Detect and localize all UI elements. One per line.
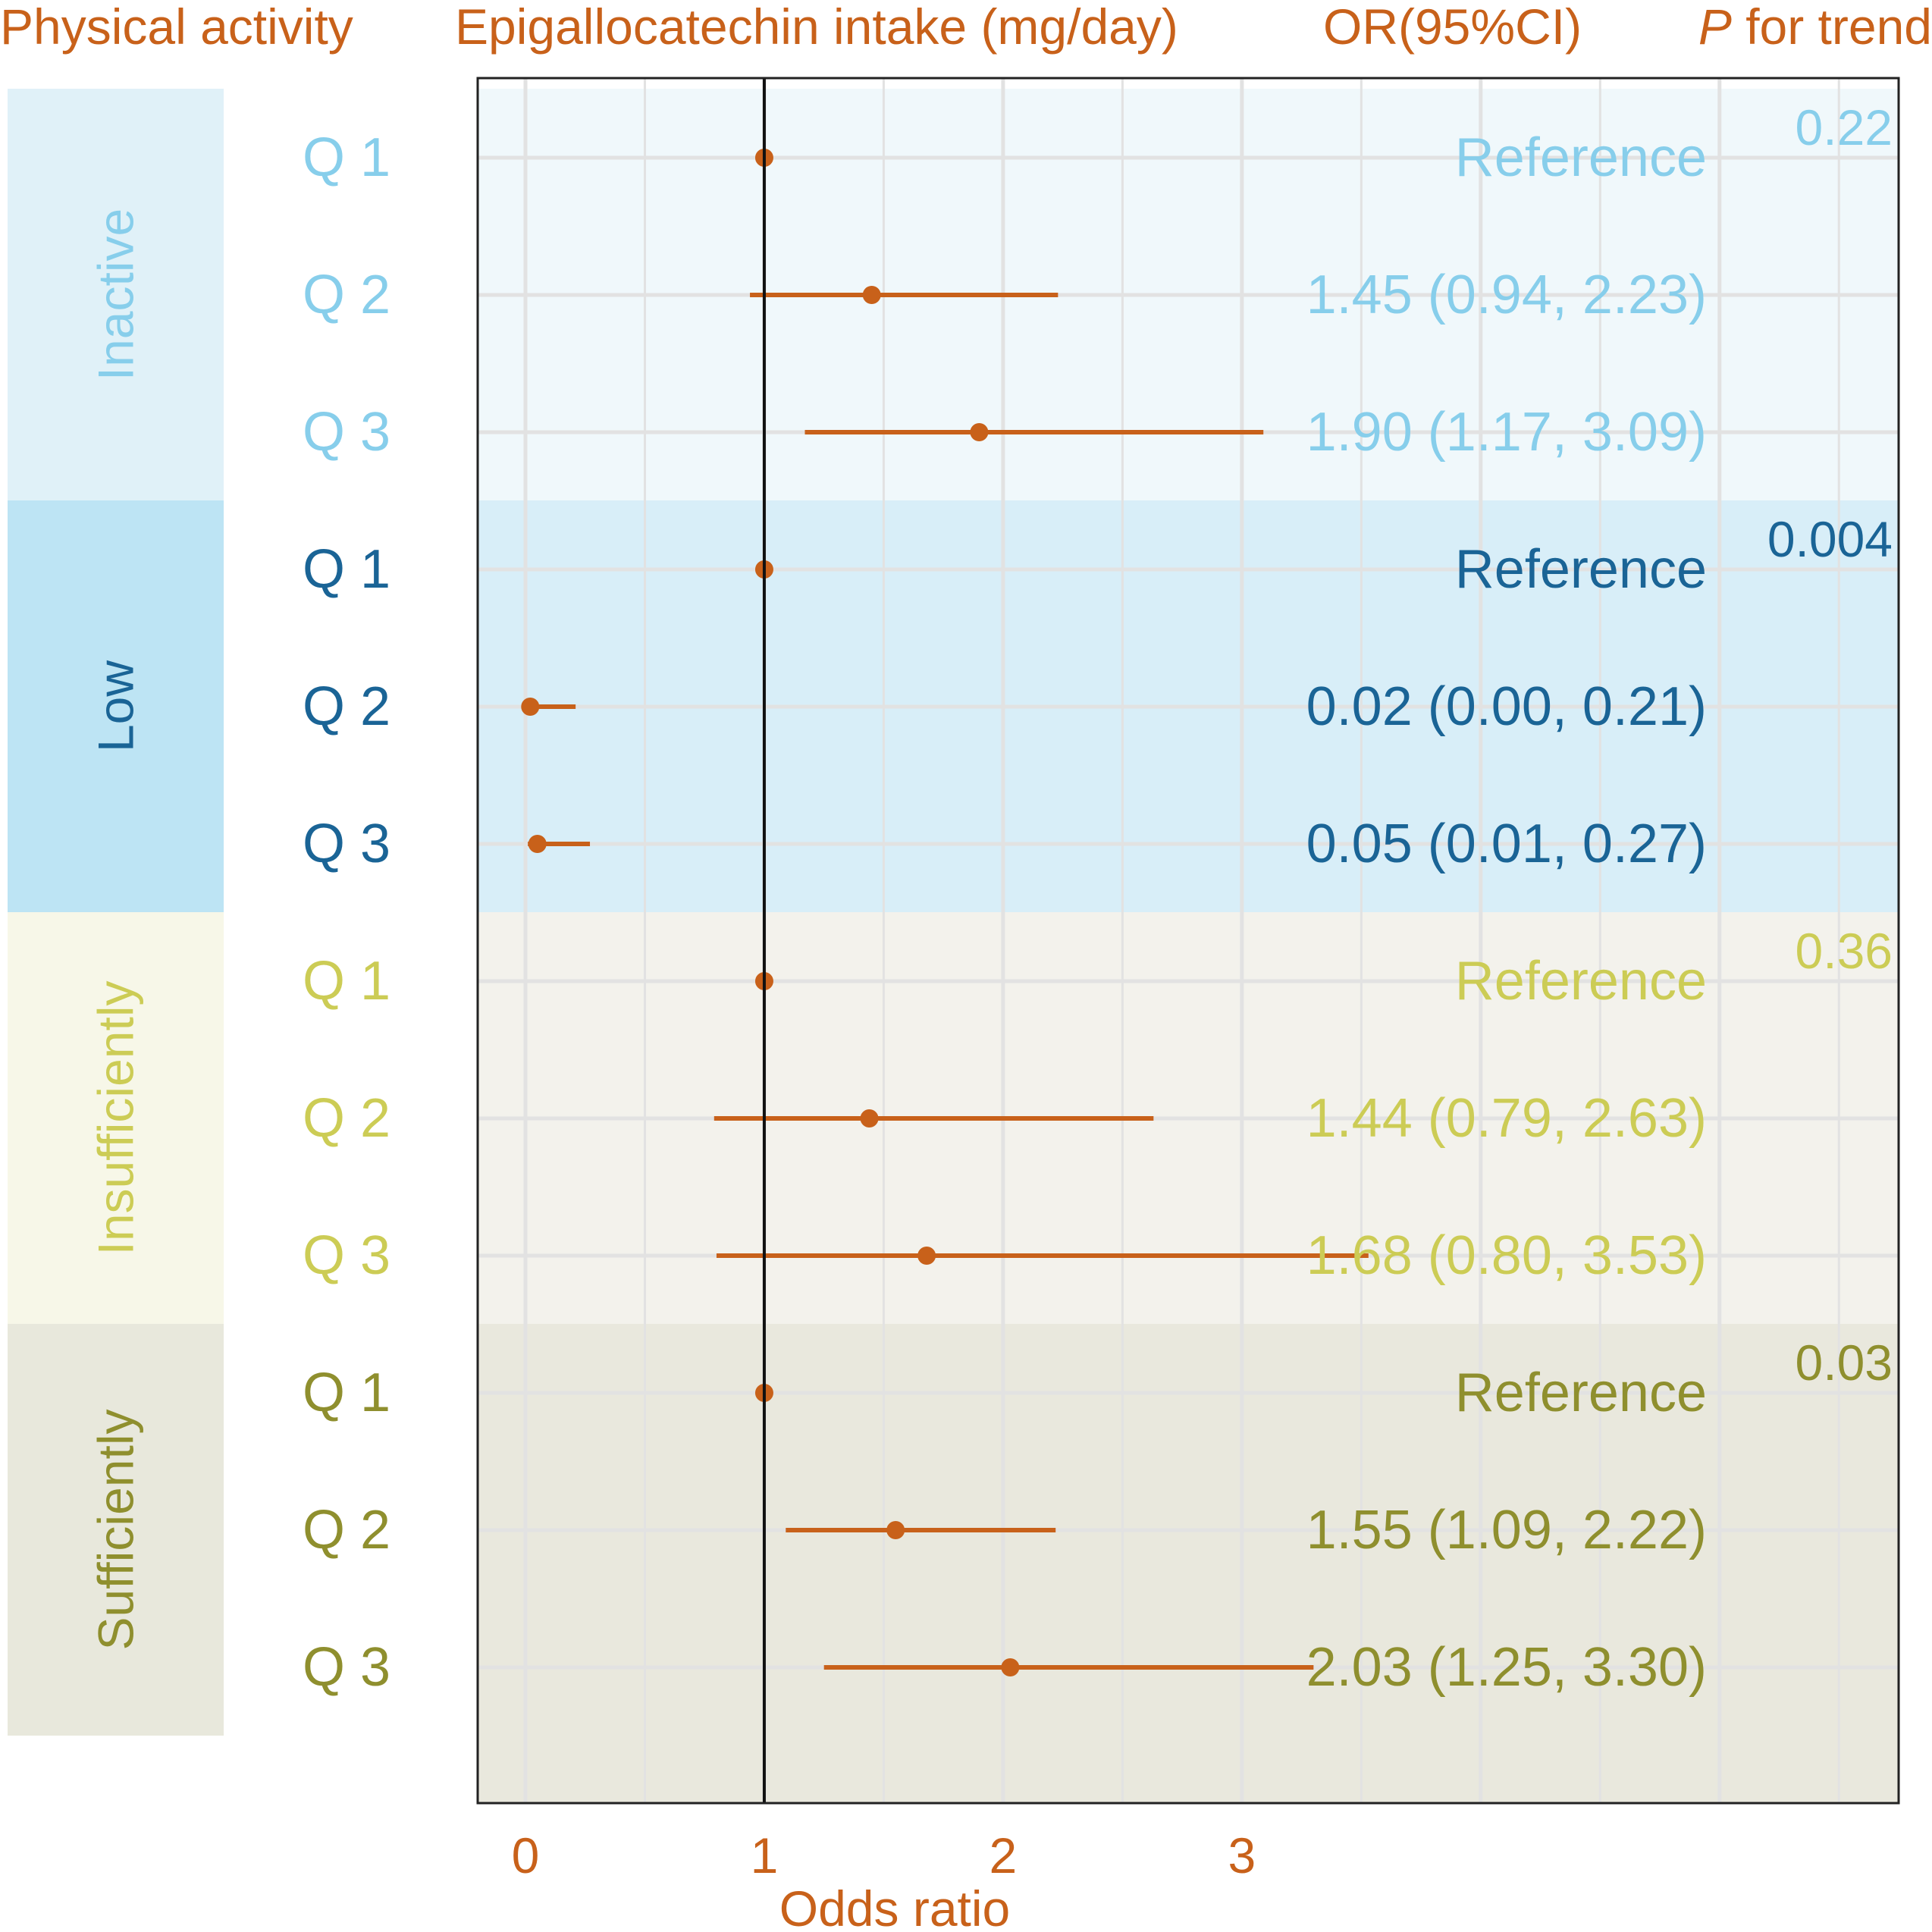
or-point (862, 286, 881, 304)
or-ci-text: 1.55 (1.09, 2.22) (1306, 1500, 1707, 1560)
quantile-label: Q 2 (303, 265, 390, 325)
header-p-trend: P for trend (1698, 0, 1932, 55)
p-trend-value: 0.03 (1796, 1335, 1893, 1391)
reference-text: Reference (1455, 127, 1707, 188)
x-tick-label: 3 (1228, 1827, 1256, 1883)
p-trend-value: 0.004 (1767, 511, 1893, 567)
quantile-label: Q 2 (303, 1500, 390, 1560)
or-point (886, 1521, 905, 1539)
quantile-label: Q 1 (303, 539, 390, 600)
or-ci-text: 0.05 (0.01, 0.27) (1306, 814, 1707, 874)
group-label: Insufficiently (88, 981, 144, 1256)
reference-text: Reference (1455, 539, 1707, 600)
group-panel-bg (478, 1324, 1899, 1803)
header-physical-activity: Physical activity (0, 0, 353, 55)
or-point (1001, 1658, 1020, 1676)
quantile-label: Q 1 (303, 1363, 390, 1423)
group-band (8, 1324, 224, 1736)
quantile-label: Q 3 (303, 402, 390, 463)
estimates (476, 77, 1900, 1805)
or-ci-text: 0.02 (0.00, 0.21) (1306, 676, 1707, 737)
quantile-label: Q 1 (303, 127, 390, 188)
x-tick-label: 2 (990, 1827, 1018, 1883)
or-point (521, 698, 540, 716)
group-band (8, 89, 224, 500)
column-headers: Physical activity Epigallocatechin intak… (0, 0, 1932, 55)
reference-text: Reference (1455, 1363, 1707, 1423)
quantile-label: Q 2 (303, 676, 390, 737)
row-labels: Inactive 0.22 Q 1 Reference Q 2 1.45 (0.94, 2… (88, 99, 1893, 1698)
reference-text: Reference (1455, 951, 1707, 1011)
x-axis: Odds ratio 0 1 2 3 (512, 1827, 1256, 1932)
group-band (8, 912, 224, 1324)
or-ci-text: 1.90 (1.17, 3.09) (1306, 402, 1707, 463)
or-ci-text: 1.44 (0.79, 2.63) (1306, 1088, 1707, 1149)
or-point (917, 1247, 936, 1265)
group-label: Inactive (88, 209, 144, 381)
or-ci-text: 1.45 (0.94, 2.23) (1306, 265, 1707, 325)
group-label: Sufficiently (88, 1410, 144, 1651)
or-point (860, 1109, 879, 1128)
quantile-label: Q 3 (303, 1637, 390, 1698)
p-trend-value: 0.36 (1796, 923, 1893, 979)
or-ci-text: 1.68 (0.80, 3.53) (1306, 1225, 1707, 1286)
group-label: Low (88, 660, 144, 752)
quantile-label: Q 2 (303, 1088, 390, 1149)
plot-frame (476, 77, 1900, 1805)
or-ci-text: 2.03 (1.25, 3.30) (1306, 1637, 1707, 1698)
header-intake: Epigallocatechin intake (mg/day) (455, 0, 1178, 55)
group-band (8, 500, 224, 912)
header-p-italic: P (1698, 0, 1732, 55)
x-tick-label: 1 (751, 1827, 779, 1883)
x-axis-title: Odds ratio (779, 1880, 1010, 1932)
quantile-label: Q 3 (303, 1225, 390, 1286)
x-tick-label: 0 (512, 1827, 540, 1883)
or-point (528, 835, 547, 853)
header-or-ci: OR(95%CI) (1323, 0, 1582, 55)
or-point (970, 423, 989, 441)
quantile-label: Q 3 (303, 814, 390, 874)
p-trend-value: 0.22 (1796, 99, 1893, 155)
header-p-rest: for trend (1732, 0, 1932, 55)
group-bands (8, 89, 224, 1736)
quantile-label: Q 1 (303, 951, 390, 1011)
